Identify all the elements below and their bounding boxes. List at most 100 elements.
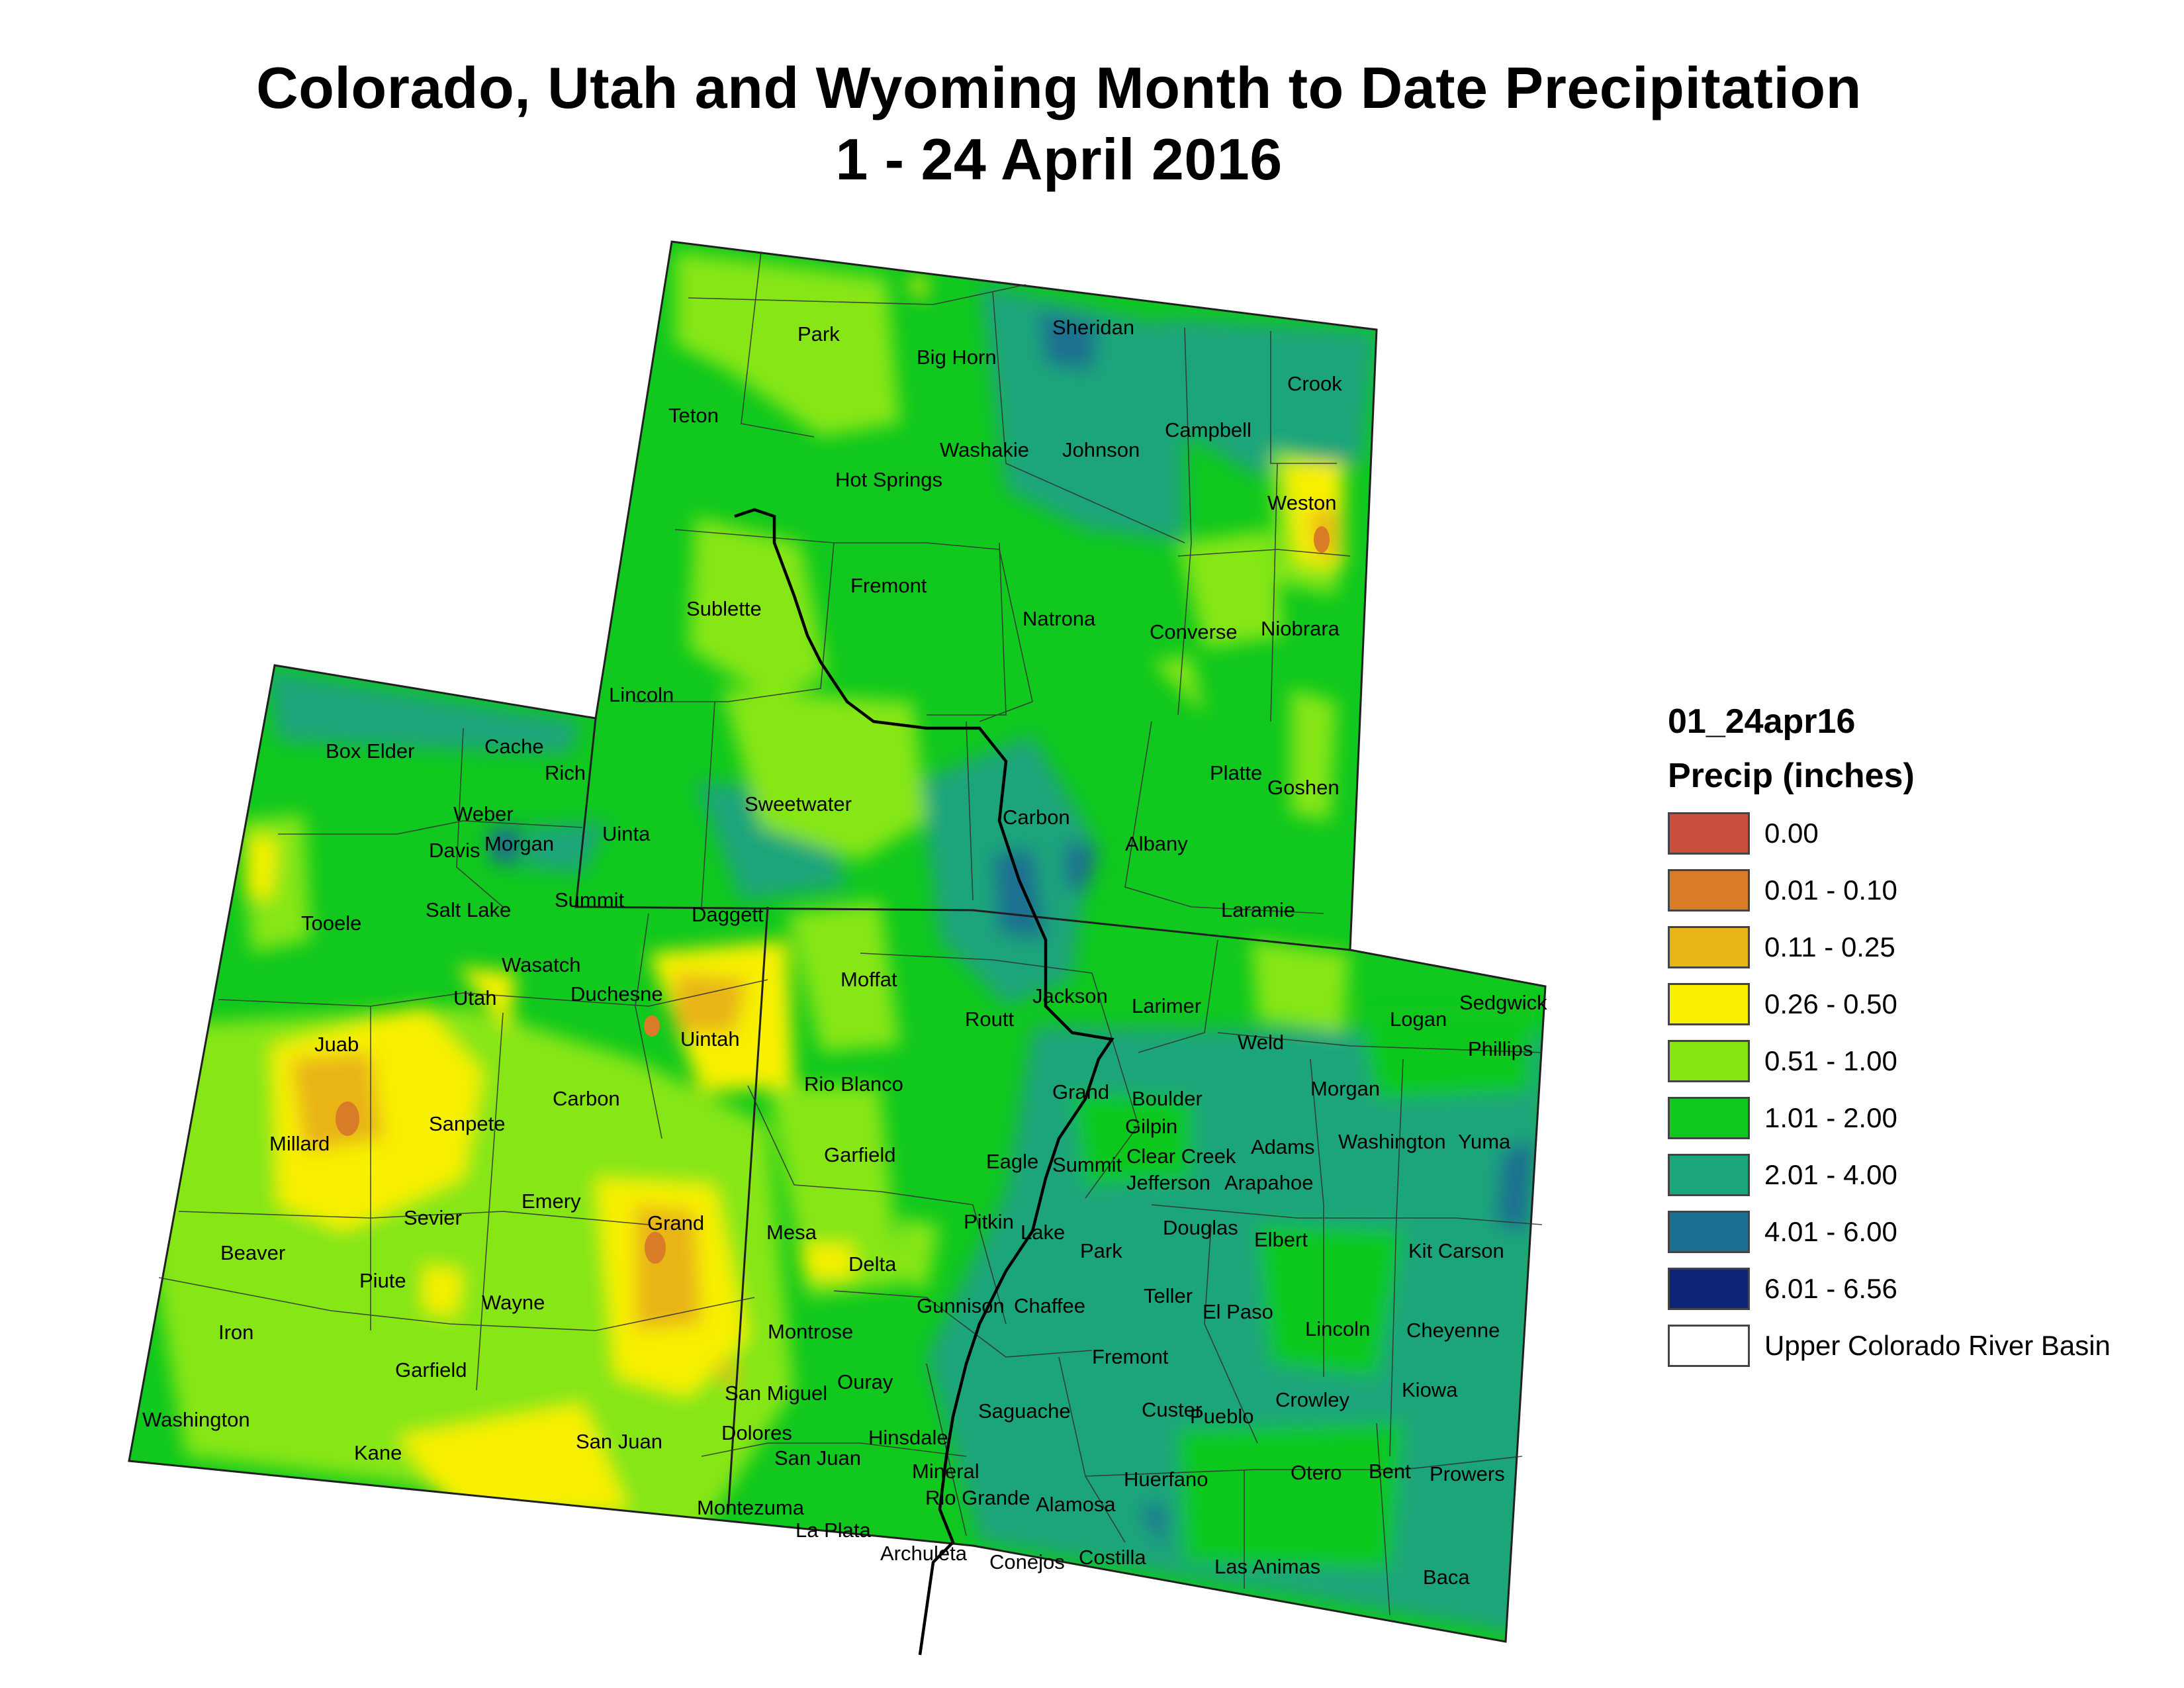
county-label: Kit Carson — [1408, 1239, 1504, 1262]
county-label: Rio Grande — [925, 1486, 1030, 1509]
legend-label: 0.51 - 1.00 — [1764, 1045, 1897, 1076]
county-label: Sublette — [686, 597, 762, 620]
legend-swatch — [1668, 926, 1750, 968]
county-label: Campbell — [1165, 418, 1251, 442]
legend-layer-name: 01_24apr16 — [1668, 702, 1856, 741]
map-title: Colorado, Utah and Wyoming Month to Date… — [256, 55, 1862, 120]
county-boundaries — [158, 251, 1543, 1616]
legend-label: 0.26 - 0.50 — [1764, 988, 1897, 1019]
legend-row: 2.01 - 4.00 — [1668, 1147, 2111, 1203]
county-label: Costilla — [1079, 1546, 1146, 1569]
legend-basin-label: Upper Colorado River Basin — [1764, 1330, 2111, 1361]
county-label: Johnson — [1062, 438, 1140, 461]
county-label: Routt — [965, 1008, 1014, 1031]
county-label: Moffat — [841, 968, 897, 991]
county-labels: Park Big Horn Sheridan Crook Teton Washa… — [142, 316, 1547, 1589]
county-label: Garfield — [395, 1358, 467, 1382]
county-label: Adams — [1251, 1135, 1314, 1158]
county-label: Montezuma — [697, 1496, 805, 1519]
county-label: Cheyenne — [1406, 1319, 1500, 1342]
legend-swatch — [1668, 1097, 1750, 1139]
county-label: Montrose — [768, 1320, 853, 1343]
county-label: Hot Springs — [835, 468, 942, 491]
upper-colorado-river-basin-outline — [734, 508, 1115, 1656]
county-label: Clear Creek — [1126, 1145, 1236, 1168]
legend-label: 1.01 - 2.00 — [1764, 1102, 1897, 1133]
county-label: Duchesne — [570, 982, 663, 1006]
legend-swatch — [1668, 983, 1750, 1025]
county-label: Jackson — [1032, 984, 1108, 1008]
county-label: Prowers — [1430, 1462, 1505, 1485]
county-label: Teton — [668, 404, 719, 427]
county-label: San Juan — [774, 1446, 861, 1470]
county-label: Platte — [1210, 761, 1262, 784]
county-label: Sanpete — [429, 1112, 506, 1135]
county-label: Sedgwick — [1459, 991, 1547, 1014]
county-label: Jefferson — [1126, 1171, 1210, 1194]
county-label: Sevier — [404, 1206, 462, 1229]
county-label: Arapahoe — [1224, 1171, 1313, 1194]
legend-swatch — [1668, 1154, 1750, 1196]
county-label: Huerfano — [1124, 1468, 1208, 1491]
legend-row: 0.01 - 0.10 — [1668, 862, 2111, 919]
county-label: Box Elder — [326, 739, 414, 763]
county-label: Sheridan — [1052, 316, 1134, 339]
county-label: Grand — [647, 1211, 704, 1235]
county-label: Goshen — [1267, 776, 1340, 799]
county-label: Fremont — [850, 574, 927, 597]
county-label: Teller — [1144, 1284, 1193, 1307]
county-label: Gunnison — [917, 1294, 1005, 1317]
county-label: Douglas — [1163, 1216, 1238, 1239]
county-label: Juab — [314, 1033, 359, 1056]
county-label: Kiowa — [1402, 1378, 1458, 1401]
county-label: Park — [797, 322, 840, 346]
legend-row: 1.01 - 2.00 — [1668, 1090, 2111, 1147]
county-label: Tooele — [301, 912, 361, 935]
county-label: Pueblo — [1190, 1405, 1254, 1428]
legend-label: 4.01 - 6.00 — [1764, 1216, 1897, 1247]
legend-swatch — [1668, 1211, 1750, 1253]
county-label: Elbert — [1254, 1228, 1308, 1251]
county-label: Converse — [1150, 620, 1238, 643]
legend-swatch — [1668, 869, 1750, 912]
county-label: Cache — [484, 735, 544, 758]
county-label: Sweetwater — [745, 792, 852, 816]
county-label: Carbon — [553, 1087, 620, 1110]
legend-row: 4.01 - 6.00 — [1668, 1203, 2111, 1260]
county-label: Rich — [545, 761, 586, 784]
county-label: San Miguel — [725, 1382, 827, 1405]
county-label: Wasatch — [502, 953, 580, 976]
county-label: Conejos — [989, 1550, 1065, 1573]
county-label: Piute — [359, 1269, 406, 1292]
county-label: Otero — [1291, 1461, 1342, 1484]
county-label: Baca — [1423, 1566, 1470, 1589]
county-label: Daggett — [692, 903, 764, 926]
county-label: Natrona — [1023, 607, 1096, 630]
county-label: Laramie — [1221, 898, 1295, 921]
county-label: Eagle — [986, 1150, 1038, 1173]
county-label: Lincoln — [1305, 1317, 1370, 1340]
basin-swatch — [1668, 1325, 1750, 1367]
county-label: Washington — [142, 1408, 250, 1431]
county-label: Washington — [1338, 1130, 1446, 1153]
county-label: Lincoln — [609, 683, 674, 706]
county-label: Crook — [1287, 372, 1342, 395]
legend-row: 0.11 - 0.25 — [1668, 919, 2111, 976]
county-label: Ouray — [837, 1370, 893, 1393]
legend-classes: 0.00 0.01 - 0.10 0.11 - 0.25 0.26 - 0.50 0.5… — [1668, 805, 2111, 1317]
county-label: Summit — [555, 888, 624, 912]
county-label: Crowley — [1275, 1388, 1349, 1411]
county-label: Larimer — [1132, 994, 1201, 1017]
county-label: Alamosa — [1036, 1493, 1116, 1516]
state-boundaries — [128, 240, 1547, 1643]
county-label: Wayne — [482, 1291, 545, 1314]
county-label: Archuleta — [880, 1542, 968, 1565]
legend-label: 0.01 - 0.10 — [1764, 874, 1897, 906]
legend-row: 6.01 - 6.56 — [1668, 1260, 2111, 1317]
county-label: Mineral — [912, 1460, 979, 1483]
county-label: Saguache — [978, 1399, 1071, 1423]
legend: 01_24apr16 Precip (inches) 0.00 0.01 - 0.… — [1668, 702, 2111, 1374]
legend-label: 0.00 — [1764, 818, 1819, 849]
county-label: El Paso — [1203, 1300, 1273, 1323]
county-label: Washakie — [940, 438, 1029, 461]
